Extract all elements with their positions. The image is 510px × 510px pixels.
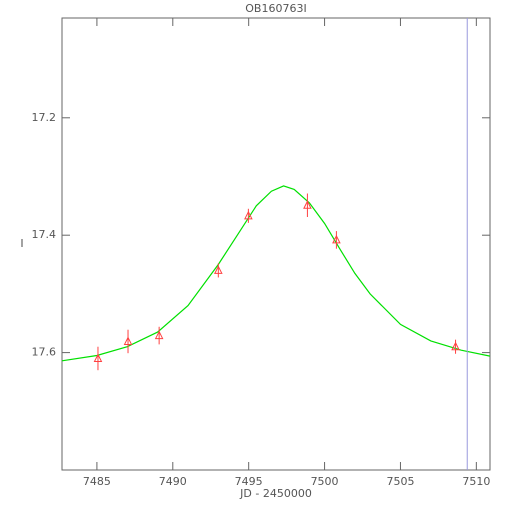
chart-title: OB160763I <box>245 2 306 15</box>
data-point <box>123 336 133 345</box>
y-tick-label: 17.4 <box>32 228 57 241</box>
x-tick-label: 7505 <box>386 475 414 488</box>
data-point <box>332 234 341 244</box>
y-tick-label: 17.2 <box>32 111 57 124</box>
x-tick-label: 7500 <box>311 475 339 488</box>
plot-frame <box>61 17 491 471</box>
y-axis-label: I <box>20 237 23 250</box>
x-tick-label: 7490 <box>159 475 187 488</box>
data-point <box>303 200 312 209</box>
x-axis-label: JD - 2450000 <box>239 487 312 500</box>
data-point <box>93 353 103 362</box>
x-tick-label: 7510 <box>462 475 490 488</box>
data-point <box>244 210 253 220</box>
y-tick-label: 17.6 <box>32 346 57 359</box>
fit-curve <box>61 185 491 362</box>
data-point <box>451 341 460 351</box>
x-tick-label: 7485 <box>83 475 111 488</box>
data-point <box>154 330 164 340</box>
data-point <box>214 265 223 274</box>
x-tick-label: 7495 <box>235 475 263 488</box>
